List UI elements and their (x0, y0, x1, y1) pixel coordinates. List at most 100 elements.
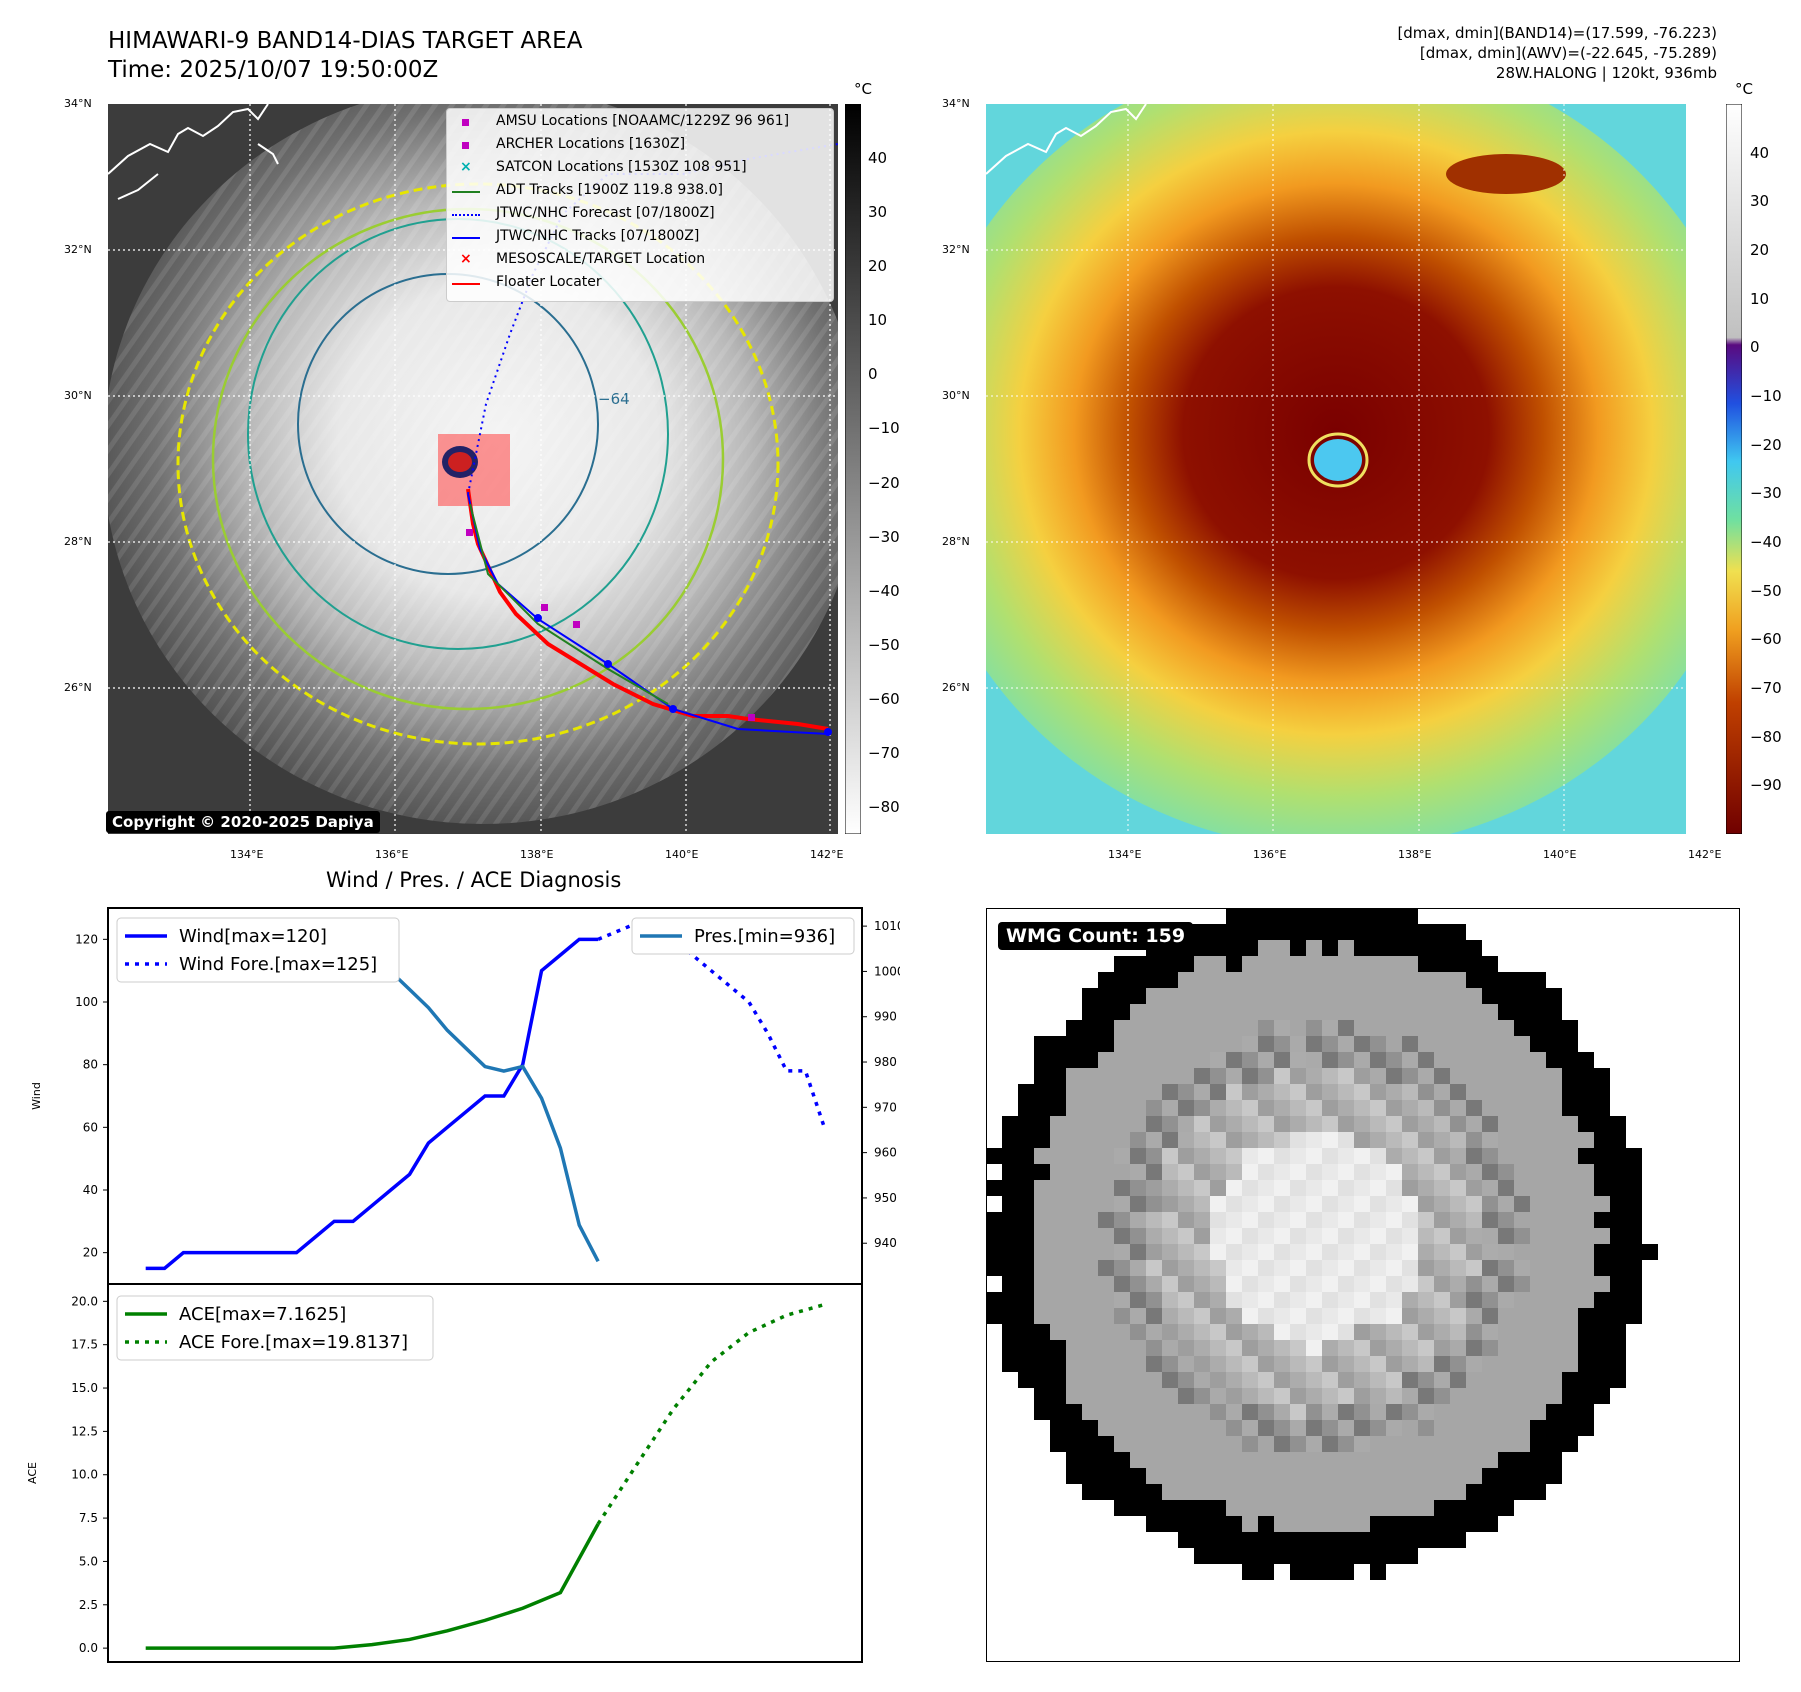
colorbar-tick-label: 10 (868, 311, 888, 330)
colorbar-tick-label: −20 (1750, 435, 1782, 454)
lat-tick-label: 26°N (942, 681, 970, 694)
colorbar-tick-label: 40 (1750, 143, 1770, 162)
legend-symbol (452, 214, 480, 216)
colorbar-tick-label: −30 (868, 527, 900, 546)
wind-axis-label: Wind (30, 1082, 43, 1110)
map-legend (446, 108, 834, 302)
pres-ytick-label: 990 (874, 1010, 897, 1024)
legend-symbol (452, 191, 480, 193)
figure-time: Time: 2025/10/07 19:50:00Z (108, 57, 439, 83)
colorbar-tick-label: −80 (1750, 727, 1782, 746)
colorbar-right (1726, 104, 1742, 834)
colorbar-tick-label: −60 (1750, 630, 1782, 649)
colorbar-tick-label: −90 (1750, 776, 1782, 795)
ace-ytick-label: 0.0 (79, 1641, 98, 1655)
lon-tick-label: 138°E (520, 848, 554, 861)
colorbar-tick-label: −30 (1750, 484, 1782, 503)
lat-tick-label: 28°N (64, 535, 92, 548)
dmax-awv: [dmax, dmin](AWV)=(-22.645, -75.289) (1419, 44, 1717, 62)
lon-tick-label: 134°E (230, 848, 264, 861)
ace-ytick-label: 7.5 (79, 1511, 98, 1525)
legend-symbol (462, 142, 469, 149)
wmg-cells (986, 908, 1658, 1580)
diagnosis-charts: 20 40 60 80 100 120 940 950 960 970 980 990 1000 1010… (26, 907, 900, 1663)
wind-ytick-label: 40 (83, 1183, 98, 1197)
wind-series-line (145, 937, 599, 1271)
pres-ytick-label: 980 (874, 1055, 897, 1069)
ace-ytick-label: 20.0 (71, 1294, 98, 1308)
legend-symbol (452, 237, 480, 239)
ace-forecast-line (596, 1302, 825, 1525)
chart-legend-label: Wind Fore.[max=125] (179, 954, 377, 975)
legend-label: ADT Tracks [1900Z 119.8 938.0] (496, 182, 723, 198)
lon-tick-label: 140°E (665, 848, 699, 861)
legend-label: JTWC/NHC Forecast [07/1800Z] (496, 205, 715, 221)
figure-title: HIMAWARI-9 BAND14-DIAS TARGET AREA (108, 28, 583, 54)
wmg-count-badge: WMG Count: 159 (998, 922, 1194, 950)
colorbar-tick-label: −40 (1750, 533, 1782, 551)
chart-legend-label: Wind[max=120] (179, 926, 327, 947)
colorbar-tick-label: −10 (1750, 387, 1782, 405)
lat-tick-label: 34°N (942, 97, 970, 110)
lat-tick-label: 30°N (942, 389, 970, 402)
ace-ytick-label: 15.0 (71, 1381, 98, 1395)
chart-legend-box (116, 1295, 434, 1361)
legend-label: JTWC/NHC Tracks [07/1800Z] (496, 228, 700, 244)
colorbar-tick-label: 30 (1750, 192, 1770, 211)
legend-label: Floater Locater (496, 274, 602, 290)
lat-tick-label: 32°N (942, 243, 970, 256)
wmg-panel (986, 908, 1740, 1662)
pres-ytick-label: 940 (874, 1236, 897, 1250)
colorbar-tick-label: 0 (868, 365, 878, 384)
wind-ytick-label: 20 (83, 1246, 98, 1260)
amsu-markers (466, 529, 755, 721)
legend-symbol: × (460, 251, 472, 267)
colorbar-tick-label: 20 (868, 257, 888, 276)
lat-tick-label: 32°N (64, 243, 92, 256)
chart-legend-label: ACE[max=7.1625] (179, 1304, 346, 1325)
legend-label: SATCON Locations [1530Z 108 951] (496, 159, 747, 175)
ace-axis-label: ACE (26, 1462, 39, 1484)
pres-ytick-label: 1000 (874, 964, 900, 978)
legend-label: ARCHER Locations [1630Z] (496, 136, 686, 152)
colorbar-tick-label: −50 (1750, 581, 1782, 600)
chart-legend-label: ACE Fore.[max=19.8137] (179, 1332, 408, 1353)
legend-symbol: × (460, 159, 472, 175)
colorbar-left (845, 104, 861, 834)
colorbar-right-unit: °C (1735, 80, 1753, 98)
diagnosis-title: Wind / Pres. / ACE Diagnosis (326, 868, 622, 892)
ace-ytick-label: 10.0 (71, 1468, 98, 1482)
pres-ytick-label: 960 (874, 1146, 897, 1160)
colorbar-tick-label: −50 (868, 635, 900, 654)
colorbar-tick-label: 10 (1750, 289, 1770, 308)
colorbar-tick-label: −20 (868, 473, 900, 492)
pres-ytick-label: 950 (874, 1191, 897, 1205)
wind-ytick-label: 100 (75, 995, 98, 1009)
awv-map (986, 104, 1686, 834)
colorbar-tick-label: −40 (868, 581, 900, 600)
lon-tick-label: 140°E (1543, 848, 1577, 861)
ace-chart-frame (107, 1283, 863, 1663)
legend-symbol (452, 283, 480, 285)
colorbar-tick-label: 30 (868, 203, 888, 222)
jtwc-points (534, 614, 832, 736)
lat-tick-label: 26°N (64, 681, 92, 694)
legend-label: AMSU Locations [NOAAMC/1229Z 96 961] (496, 113, 790, 129)
chart-legend-box (631, 917, 855, 955)
lon-tick-label: 136°E (1253, 848, 1287, 861)
lat-tick-label: 28°N (942, 535, 970, 548)
colorbar-tick-label: −10 (868, 419, 900, 438)
lon-tick-label: 142°E (810, 848, 844, 861)
colorbar-tick-label: −70 (1750, 679, 1782, 697)
storm-info: 28W.HALONG | 120kt, 936mb (1495, 64, 1717, 82)
ace-ytick-label: 2.5 (79, 1598, 98, 1612)
dmax-band14: [dmax, dmin](BAND14)=(17.599, -76.223) (1397, 24, 1717, 42)
ace-ytick-label: 5.0 (79, 1554, 98, 1568)
lat-tick-label: 34°N (64, 97, 92, 110)
awv-gridlines (986, 104, 1686, 834)
pres-ytick-label: 970 (874, 1100, 897, 1114)
contour-label: −64 (598, 390, 630, 408)
ace-ytick-label: 12.5 (71, 1424, 98, 1438)
wind-ytick-label: 120 (75, 932, 98, 946)
